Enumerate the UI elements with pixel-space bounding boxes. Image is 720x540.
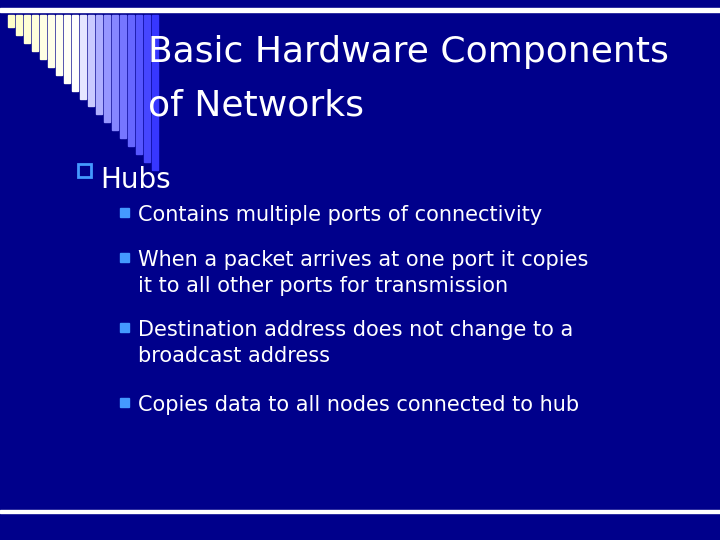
Bar [78,164,91,177]
Bar [88,15,94,106]
Bar [128,15,134,146]
Bar [120,398,129,407]
Bar [120,323,129,332]
Bar [40,15,46,59]
Bar [104,15,110,123]
Text: Destination address does not change to a
broadcast address: Destination address does not change to a… [138,320,573,366]
Bar [16,15,22,35]
Bar [8,15,14,27]
Text: of Networks: of Networks [148,88,364,122]
Bar [32,15,38,51]
Bar [96,15,102,114]
Text: Copies data to all nodes connected to hub: Copies data to all nodes connected to hu… [138,395,579,415]
Bar [56,15,62,75]
Bar [120,253,129,262]
Bar [136,15,142,154]
Text: When a packet arrives at one port it copies
it to all other ports for transmissi: When a packet arrives at one port it cop… [138,250,588,295]
Bar [0,510,720,513]
Bar [64,15,70,83]
Bar [80,15,86,98]
Bar [120,15,126,138]
Text: Contains multiple ports of connectivity: Contains multiple ports of connectivity [138,205,542,225]
Bar [72,15,78,91]
Bar [152,15,158,170]
Text: Basic Hardware Components: Basic Hardware Components [148,35,669,69]
Bar [24,15,30,43]
Bar [120,208,129,217]
Bar [0,8,720,12]
Text: Hubs: Hubs [100,166,171,194]
Bar [48,15,54,67]
Bar [112,15,118,130]
Bar [144,15,150,162]
